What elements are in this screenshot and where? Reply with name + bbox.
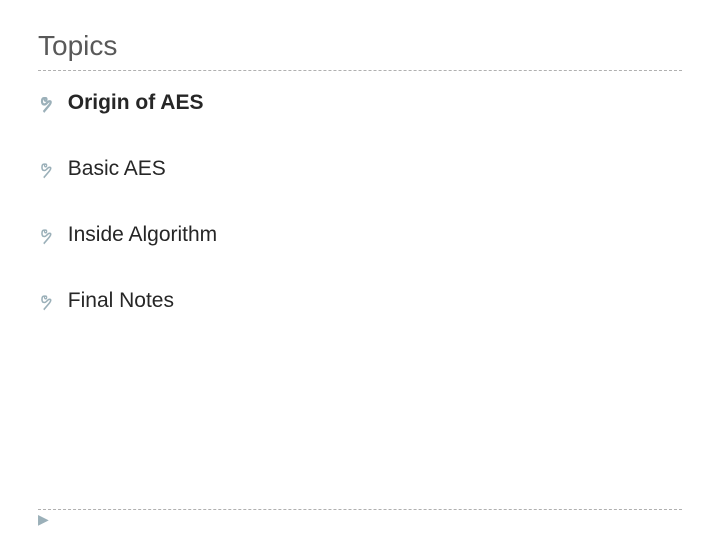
bullet-icon: ຯ [40, 291, 53, 311]
topic-label: Final Notes [68, 289, 174, 313]
divider-top [38, 70, 682, 71]
topic-label: Basic AES [68, 157, 166, 181]
bullet-icon: ຯ [40, 93, 53, 113]
list-item: ຯ Final Notes [38, 289, 682, 313]
list-item: ຯ Basic AES [38, 157, 682, 181]
bullet-icon: ຯ [40, 159, 53, 179]
topic-label: Origin of AES [68, 91, 204, 115]
bullet-icon: ຯ [40, 225, 53, 245]
divider-bottom [38, 509, 682, 510]
list-item: ຯ Origin of AES [38, 91, 682, 115]
slide: Topics ຯ Origin of AES ຯ Basic AES ຯ Ins… [0, 0, 720, 540]
slide-title: Topics [38, 30, 682, 62]
list-item: ຯ Inside Algorithm [38, 223, 682, 247]
topic-list: ຯ Origin of AES ຯ Basic AES ຯ Inside Alg… [38, 91, 682, 313]
topic-label: Inside Algorithm [68, 223, 217, 247]
footer-marker-icon: ▶ [38, 511, 49, 528]
